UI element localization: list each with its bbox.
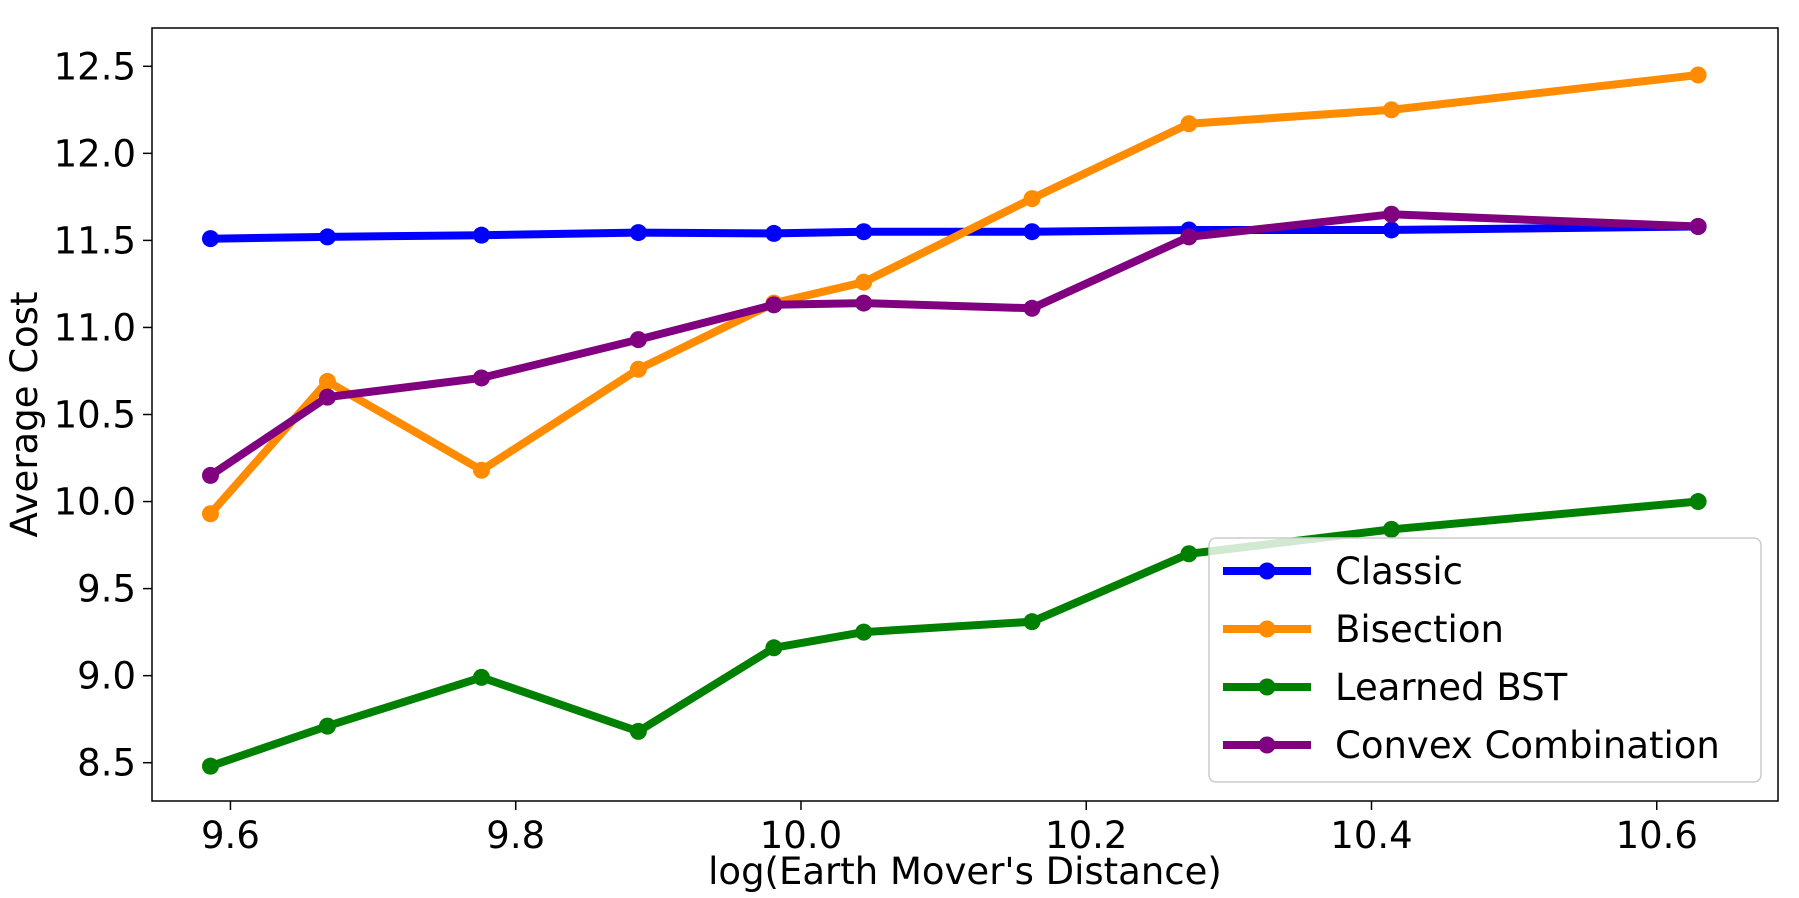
data-point-bisection (629, 360, 647, 378)
series-classic (201, 217, 1707, 248)
x-tick-label: 10.6 (1616, 814, 1698, 857)
data-point-classic (1023, 223, 1041, 241)
data-point-convex-combination (318, 388, 336, 406)
data-point-convex-combination (629, 331, 647, 349)
data-point-classic (1382, 221, 1400, 239)
data-point-bisection (1023, 190, 1041, 208)
y-tick-label: 8.5 (77, 742, 136, 785)
y-axis-title: Average Cost (3, 292, 46, 538)
series-bisection (201, 66, 1707, 523)
data-point-bisection (1689, 66, 1707, 84)
data-point-classic (629, 224, 647, 242)
legend-label: Bisection (1335, 608, 1504, 651)
data-point-classic (765, 224, 783, 242)
x-axis: 9.6 9.8 10.0 10.2 10.4 10.6 (201, 801, 1698, 857)
series-convex-combination (201, 205, 1707, 484)
x-tick-label: 9.6 (201, 814, 260, 857)
legend-swatch-marker (1258, 678, 1276, 696)
legend-swatch-marker (1258, 562, 1276, 580)
data-point-classic (201, 230, 219, 248)
data-point-convex-combination (855, 294, 873, 312)
data-point-convex-combination (1023, 299, 1041, 317)
data-point-bisection (318, 372, 336, 390)
data-point-learned-bst (201, 757, 219, 775)
data-point-convex-combination (201, 466, 219, 484)
series-layer (201, 66, 1707, 775)
y-axis: 8.5 9.0 9.5 10.0 10.5 11.0 11.5 12.0 12.5 (54, 45, 152, 785)
data-point-convex-combination (1382, 205, 1400, 223)
data-point-classic (318, 228, 336, 246)
legend-item-convex-combination: Convex Combination (1223, 724, 1720, 767)
data-point-bisection (472, 461, 490, 479)
data-point-learned-bst (1689, 493, 1707, 511)
legend-item-bisection: Bisection (1223, 608, 1504, 651)
data-point-learned-bst (1023, 613, 1041, 631)
legend-label: Convex Combination (1335, 724, 1720, 767)
y-tick-label: 11.5 (54, 219, 136, 262)
series-line-convex-combination (206, 210, 1703, 480)
x-tick-label: 10.4 (1330, 814, 1412, 857)
data-point-convex-combination (1180, 228, 1198, 246)
y-tick-label: 10.0 (54, 481, 136, 524)
y-tick-label: 11.0 (54, 306, 136, 349)
data-point-convex-combination (765, 296, 783, 314)
legend: Classic Bisection Learned BST Convex Combin… (1208, 537, 1762, 783)
data-point-learned-bst (629, 722, 647, 740)
legend-label: Classic (1335, 550, 1463, 593)
series-line-classic (206, 222, 1703, 243)
x-axis-title: log(Earth Mover's Distance) (708, 850, 1222, 893)
y-tick-label: 10.5 (54, 394, 136, 437)
data-point-bisection (201, 505, 219, 523)
data-point-learned-bst (1382, 520, 1400, 538)
data-point-learned-bst (318, 717, 336, 735)
data-point-bisection (1180, 115, 1198, 133)
legend-item-learned-bst: Learned BST (1223, 666, 1568, 709)
legend-swatch-marker (1258, 620, 1276, 638)
data-point-bisection (855, 273, 873, 291)
x-tick-label: 10.0 (760, 814, 842, 857)
legend-swatch-marker (1258, 736, 1276, 754)
x-tick-label: 9.8 (486, 814, 545, 857)
legend-item-classic: Classic (1223, 550, 1463, 593)
data-point-bisection (1382, 101, 1400, 119)
y-tick-label: 12.5 (54, 45, 136, 88)
data-point-convex-combination (472, 369, 490, 387)
data-point-classic (472, 226, 490, 244)
data-point-learned-bst (1180, 545, 1198, 563)
data-point-learned-bst (472, 668, 490, 686)
series-line-bisection (206, 71, 1703, 518)
data-point-learned-bst (855, 623, 873, 641)
y-tick-label: 9.5 (77, 568, 136, 611)
data-point-learned-bst (765, 639, 783, 657)
x-tick-label: 10.2 (1045, 814, 1127, 857)
legend-label: Learned BST (1335, 666, 1568, 709)
y-tick-label: 12.0 (54, 132, 136, 175)
data-point-convex-combination (1689, 217, 1707, 235)
legend-box (1208, 537, 1762, 783)
y-tick-label: 9.0 (77, 655, 136, 698)
data-point-classic (855, 223, 873, 241)
